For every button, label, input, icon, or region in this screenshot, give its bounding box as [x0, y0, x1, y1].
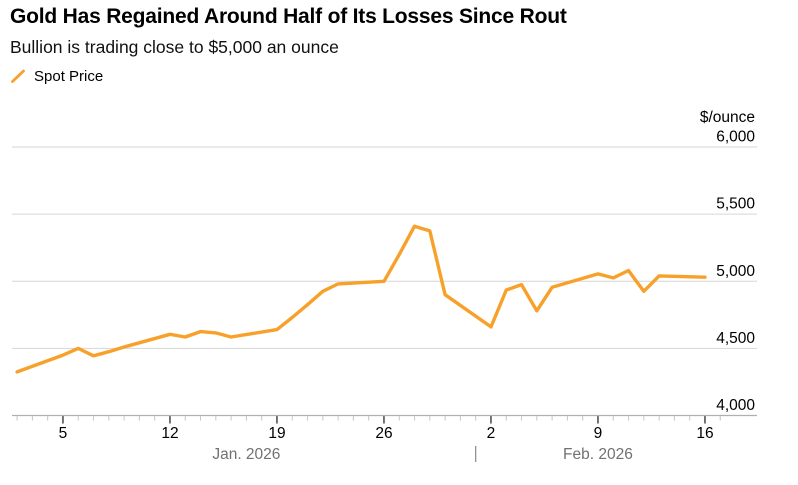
x-tick-label: 2 [487, 425, 496, 442]
month-label: Jan. 2026 [212, 446, 280, 463]
y-tick-label: 4,500 [716, 330, 755, 347]
month-label: Feb. 2026 [563, 446, 633, 463]
y-tick-label: 4,000 [716, 397, 755, 414]
x-tick-label: 5 [59, 425, 68, 442]
x-tick-label: 9 [594, 425, 603, 442]
y-axis-unit-label: $/ounce [700, 109, 755, 126]
y-tick-label: 5,500 [716, 196, 755, 213]
chart-header: Gold Has Regained Around Half of Its Los… [10, 4, 567, 85]
x-tick-label: 26 [375, 425, 392, 442]
x-tick-label: 12 [161, 425, 178, 442]
x-tick-label: 19 [268, 425, 285, 442]
legend-label: Spot Price [34, 68, 104, 86]
legend-slash-icon [11, 69, 25, 84]
y-tick-label: 6,000 [716, 129, 755, 146]
y-tick-label: 5,000 [716, 263, 755, 280]
spot-price-line [15, 224, 707, 374]
chart-subtitle: Bullion is trading close to $5,000 an ou… [10, 37, 339, 58]
legend: Spot Price [10, 68, 567, 85]
chart-title: Gold Has Regained Around Half of Its Los… [10, 5, 567, 28]
x-tick-label: 16 [696, 425, 713, 442]
